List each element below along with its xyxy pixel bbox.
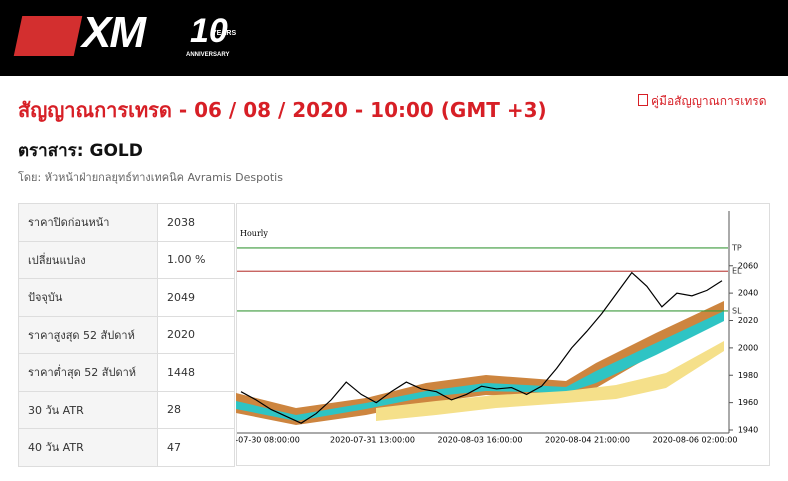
badge-caption: ANNIVERSARY (186, 52, 230, 58)
level-label: EL (732, 267, 742, 276)
cell-value: 1448 (157, 353, 235, 392)
table-row: 40 วัน ATR 47 (18, 428, 235, 467)
logo-icon (13, 16, 83, 56)
cell-value: 2049 (157, 278, 235, 317)
cell-value: 1.00 % (157, 240, 235, 279)
table-row: ราคาต่ำสุด 52 สัปดาห์ 1448 (18, 353, 235, 392)
pdf-icon (638, 94, 648, 106)
cell-label: ปัจจุบัน (18, 278, 158, 317)
y-tick-label: 2060 (738, 261, 758, 270)
cell-value: 28 (157, 390, 235, 429)
table-row: 30 วัน ATR 28 (18, 390, 235, 429)
band-teal (236, 311, 724, 421)
x-tick-label: 2020-07-31 13:00:00 (330, 436, 415, 445)
y-tick-label: 2020 (738, 316, 758, 325)
cell-label: เปลี่ยนแปลง (18, 240, 158, 279)
x-tick-label: 2020-08-03 16:00:00 (438, 436, 523, 445)
cell-label: ราคาปิดก่อนหน้า (18, 203, 158, 242)
header: XM 10 YEARS ANNIVERSARY (0, 0, 788, 76)
cell-label: 40 วัน ATR (18, 428, 158, 467)
chart: Hourly 1940 1960 1980 2000 2020 2040 2060 0-07-… (236, 203, 770, 466)
y-tick-label: 1980 (738, 371, 758, 380)
y-tick-label: 2040 (738, 289, 758, 298)
price-line (240, 271, 723, 424)
x-tick-label: 0-07-30 08:00:00 (236, 436, 300, 445)
cell-label: ราคาสูงสุด 52 สัปดาห์ (18, 315, 158, 354)
table-row: ปัจจุบัน 2049 (18, 278, 235, 317)
level-label: TP (731, 243, 742, 252)
title: สัญญาณการเทรด - 06 / 08 / 2020 - 10:00 (… (18, 98, 547, 122)
y-tick-label: 2000 (738, 343, 758, 352)
band-yellow (376, 341, 724, 421)
x-tick-label: 2020-08-04 21:00:00 (545, 436, 630, 445)
guide-link[interactable]: คู่มือสัญญาณการเทรด (638, 92, 767, 111)
y-tick-label: 1940 (738, 426, 758, 435)
author: โดย: หัวหน้าฝ่ายกลยุทธ์ทางเทคนิค Avramis… (18, 171, 283, 184)
table-row: เปลี่ยนแปลง 1.00 % (18, 240, 235, 279)
badge-sub: YEARS (212, 30, 237, 37)
guide-text[interactable]: คู่มือสัญญาณการเทรด (651, 94, 767, 108)
timeframe: Hourly (240, 229, 268, 238)
badge: 10 (190, 12, 228, 50)
y-tick-label: 1960 (738, 398, 758, 407)
instrument: ตราสาร: GOLD (18, 141, 143, 161)
x-tick-label: 2020-08-06 02:00:00 (653, 436, 738, 445)
table-row: ราคาปิดก่อนหน้า 2038 (18, 203, 235, 242)
level-label: SL (732, 306, 742, 315)
cell-label: 30 วัน ATR (18, 390, 158, 429)
cell-value: 47 (157, 428, 235, 467)
logo[interactable]: XM (82, 8, 146, 57)
cell-value: 2020 (157, 315, 235, 354)
table-row: ราคาสูงสุด 52 สัปดาห์ 2020 (18, 315, 235, 354)
stats-table: ราคาปิดก่อนหน้า 2038 เปลี่ยนแปลง 1.00 % ปัจจ… (18, 203, 235, 467)
cell-value: 2038 (157, 203, 235, 242)
cell-label: ราคาต่ำสุด 52 สัปดาห์ (18, 353, 158, 392)
